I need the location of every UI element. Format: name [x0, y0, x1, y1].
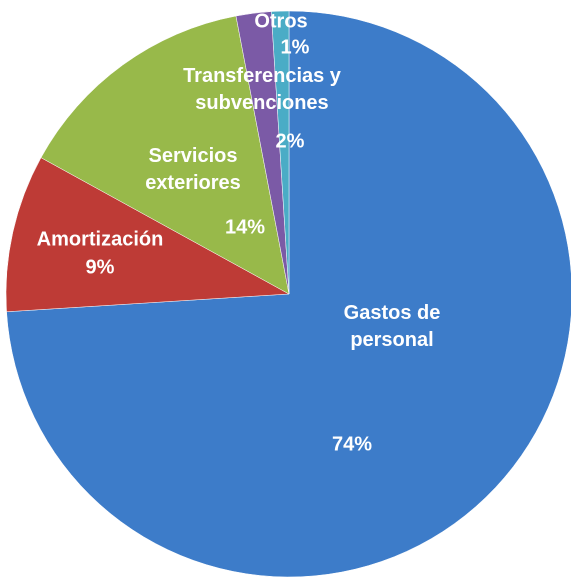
pie-slice: [270, 10, 290, 295]
pie-slice: [40, 15, 290, 295]
slice-value-label: 1%: [280, 36, 310, 59]
slice-label: Otros: [254, 10, 308, 33]
slice-label: Gastos de personal: [343, 302, 441, 351]
slice-label: Transferencias y subvenciones: [183, 65, 341, 114]
slice-value-label: 2%: [275, 130, 305, 153]
pie-slice: [5, 157, 290, 313]
pie-slice: [6, 10, 571, 578]
slice-label: Amortización: [36, 228, 164, 251]
slice-value-label: 14%: [224, 216, 266, 239]
slice-value-label: 74%: [331, 433, 373, 456]
slice-label: Servicios exteriores: [145, 145, 241, 194]
slice-value-label: 9%: [85, 256, 115, 279]
